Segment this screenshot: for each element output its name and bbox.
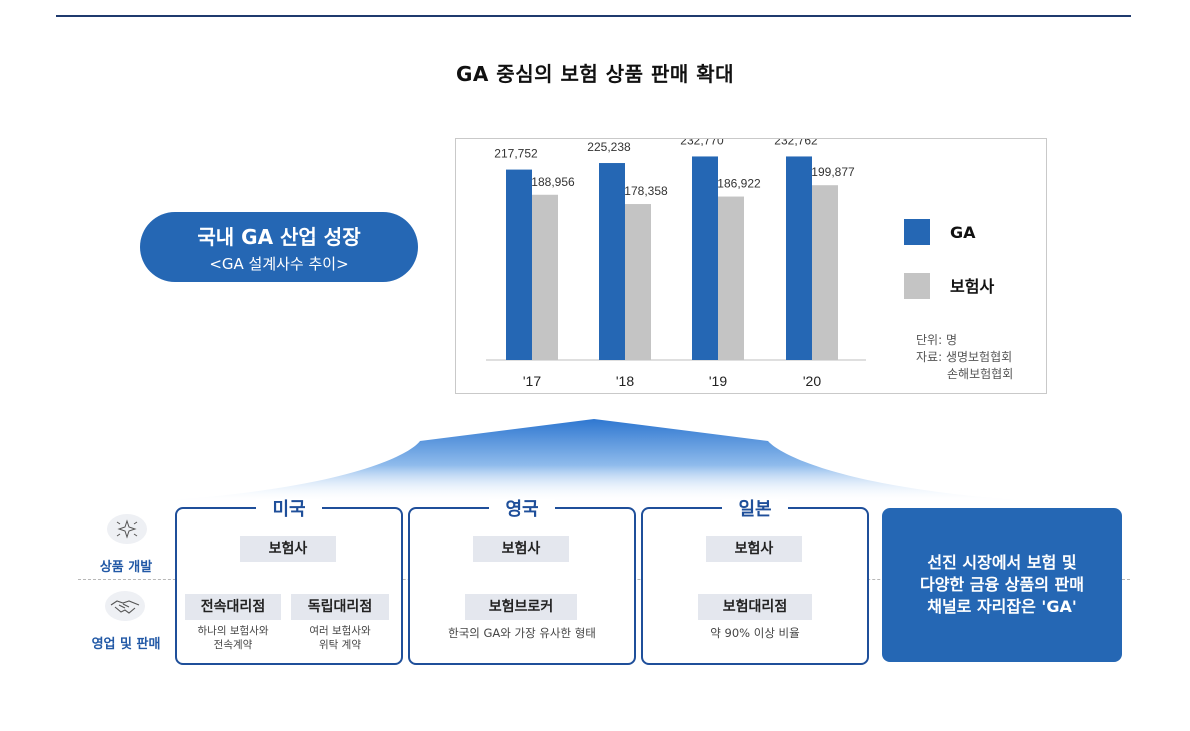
handshake-icon — [105, 591, 145, 621]
bar-chart: 217,752 188,956 '17 225,238 178,358 '18 232,77… — [486, 139, 1013, 389]
uk-insurer-chip: 보험사 — [473, 536, 569, 562]
bar-insurer-3 — [812, 185, 838, 360]
uk-broker-chip: 보험브로커 — [465, 594, 577, 620]
x-tick-label-3: '20 — [803, 373, 821, 389]
chart-note-0: 단위: 명 — [916, 333, 957, 347]
bar-ga-0 — [506, 169, 532, 360]
country-name-usa: 미국 — [256, 499, 322, 520]
japan-insurer-chip: 보험사 — [706, 536, 802, 562]
data-label-insurer-3: 199,877 — [811, 165, 855, 179]
top-rule — [56, 15, 1131, 17]
conclusion-line1: 선진 시장에서 보험 및 — [927, 553, 1077, 572]
growth-pill: 국내 GA 산업 성장 <GA 설계사수 추이> — [140, 212, 418, 282]
usa-exclusive-note-line2: 전속계약 — [213, 639, 253, 651]
data-label-ga-0: 217,752 — [494, 147, 538, 161]
usa-exclusive-note-line1: 하나의 보험사와 — [197, 625, 269, 637]
page-title: GA 중심의 보험 상품 판매 확대 — [455, 62, 735, 86]
bar-ga-3 — [786, 156, 812, 360]
usa-independent-agency-chip: 독립대리점 — [291, 594, 389, 620]
bar-insurer-1 — [625, 204, 651, 360]
row-label-sales: 영업 및 판매 — [91, 637, 161, 652]
x-tick-label-1: '18 — [616, 373, 634, 389]
country-box-uk: 영국 보험사 보험브로커 한국의 GA와 가장 유사한 형태 — [408, 499, 636, 665]
legend-swatch-ga — [904, 219, 930, 245]
legend-swatch-insurer — [904, 273, 930, 299]
bar-insurer-0 — [532, 194, 558, 360]
conclusion-box: 선진 시장에서 보험 및 다양한 금융 상품의 판매 채널로 자리잡은 'GA' — [882, 508, 1122, 662]
data-label-ga-2: 232,770 — [680, 139, 724, 147]
country-name-uk: 영국 — [489, 499, 555, 520]
chart-note-2: 손해보험협회 — [947, 367, 1013, 381]
data-label-insurer-2: 186,922 — [717, 177, 761, 191]
bar-ga-2 — [692, 156, 718, 360]
x-tick-label-0: '17 — [523, 373, 541, 389]
japan-agency-chip: 보험대리점 — [698, 594, 812, 620]
pill-subtitle: <GA 설계사수 추이> — [209, 254, 349, 273]
country-box-japan: 일본 보험사 보험대리점 약 90% 이상 비율 — [641, 499, 869, 665]
sparkle-icon — [107, 514, 147, 544]
bar-ga-1 — [599, 163, 625, 360]
row-label-product: 상품 개발 — [99, 560, 153, 575]
bar-insurer-2 — [718, 196, 744, 360]
uk-note: 한국의 GA와 가장 유사한 형태 — [448, 626, 596, 640]
up-arrow-graphic — [120, 419, 1070, 503]
usa-insurer-chip: 보험사 — [240, 536, 336, 562]
x-tick-label-2: '19 — [709, 373, 727, 389]
conclusion-line2: 다양한 금융 상품의 판매 — [920, 575, 1084, 594]
chart-note-1: 자료: 생명보험협회 — [916, 350, 1012, 364]
data-label-ga-1: 225,238 — [587, 140, 631, 154]
legend-label-insurer: 보험사 — [950, 277, 994, 296]
chart-panel: 217,752 188,956 '17 225,238 178,358 '18 232,77… — [455, 138, 1047, 394]
usa-independent-note-line2: 위탁 계약 — [319, 639, 361, 651]
country-box-usa: 미국 보험사 전속대리점 하나의 보험사와 전속계약 독립대리점 여러 보험사와… — [175, 499, 403, 665]
country-name-japan: 일본 — [722, 499, 788, 520]
legend-label-ga: GA — [950, 223, 976, 242]
conclusion-line3: 채널로 자리잡은 'GA' — [927, 597, 1077, 616]
usa-exclusive-agency-chip: 전속대리점 — [185, 594, 281, 620]
data-label-insurer-1: 178,358 — [624, 184, 668, 198]
data-label-insurer-0: 188,956 — [531, 175, 575, 189]
pill-title: 국내 GA 산업 성장 — [197, 224, 361, 249]
data-label-ga-3: 232,762 — [774, 139, 818, 147]
japan-note: 약 90% 이상 비율 — [710, 626, 800, 640]
usa-independent-note-line1: 여러 보험사와 — [309, 625, 371, 637]
